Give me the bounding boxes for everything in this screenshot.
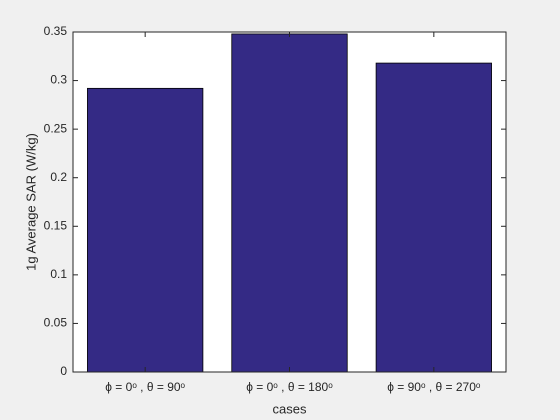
y-tick-label: 0.3 (50, 73, 67, 87)
axes-box (72, 31, 507, 373)
y-tick-label: 0.25 (44, 121, 68, 135)
x-tick-label: ϕ = 0ᵒ , θ = 90ᵒ (105, 380, 185, 394)
y-tick-label: 0.35 (44, 24, 68, 38)
y-axis-label: 1g Average SAR (W/kg) (23, 133, 38, 271)
x-axis-label: cases (273, 401, 307, 416)
y-tick-label: 0.1 (50, 267, 67, 281)
y-tick-label: 0.05 (44, 316, 68, 330)
x-tick-label: ϕ = 90ᵒ , θ = 270ᵒ (387, 380, 481, 394)
bar (87, 87, 204, 373)
y-tick-label: 0 (60, 364, 67, 378)
y-tick-label: 0.15 (44, 218, 68, 232)
bar (375, 62, 492, 373)
bar (231, 33, 348, 373)
y-tick-label: 0.2 (50, 170, 67, 184)
x-tick-label: ϕ = 0ᵒ , θ = 180ᵒ (246, 380, 333, 394)
